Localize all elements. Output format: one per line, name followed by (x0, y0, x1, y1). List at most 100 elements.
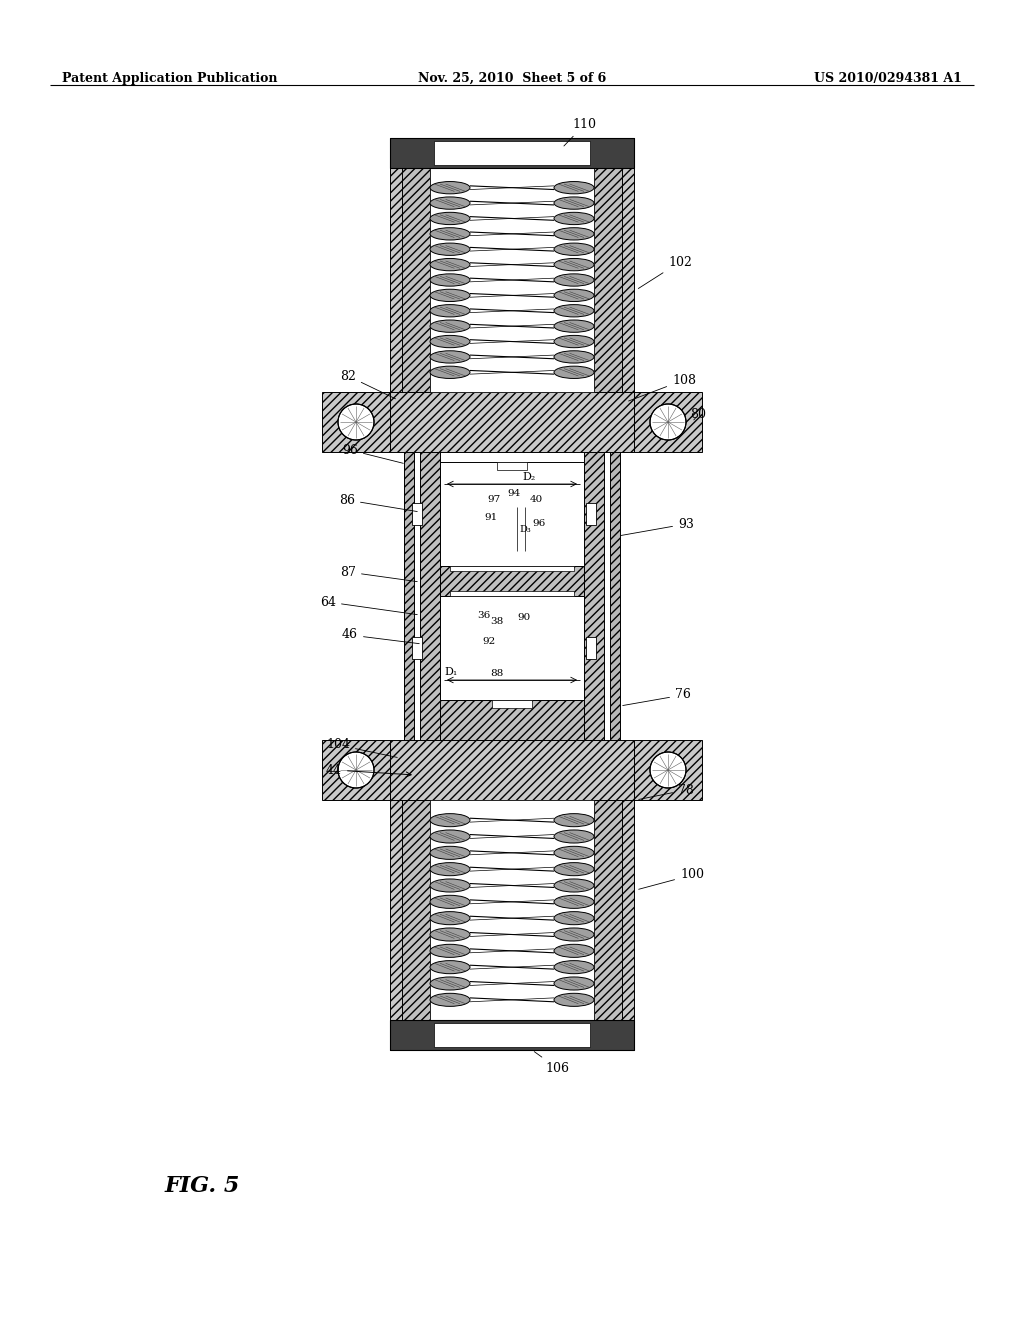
Ellipse shape (430, 227, 470, 240)
Text: D₂: D₂ (522, 473, 536, 482)
Bar (390, 800, 430, 1020)
Ellipse shape (554, 928, 594, 941)
Ellipse shape (554, 879, 594, 892)
Ellipse shape (554, 977, 594, 990)
Text: 36: 36 (477, 611, 490, 620)
Text: Patent Application Publication: Patent Application Publication (62, 73, 278, 84)
Text: D₁: D₁ (444, 667, 458, 677)
Ellipse shape (554, 289, 594, 301)
Ellipse shape (554, 305, 594, 317)
Text: 38: 38 (490, 618, 503, 627)
Text: 110: 110 (564, 119, 596, 147)
Text: 40: 40 (530, 495, 544, 504)
Text: 76: 76 (623, 689, 691, 705)
Bar (594, 1020, 634, 1049)
Bar (322, 392, 390, 451)
Circle shape (650, 404, 686, 440)
Ellipse shape (430, 351, 470, 363)
Ellipse shape (554, 366, 594, 379)
Ellipse shape (430, 305, 470, 317)
Circle shape (338, 404, 374, 440)
Ellipse shape (554, 273, 594, 286)
Bar (404, 451, 414, 741)
Ellipse shape (554, 351, 594, 363)
Bar (390, 392, 634, 451)
Ellipse shape (554, 863, 594, 875)
Text: 90: 90 (517, 614, 530, 623)
Ellipse shape (430, 879, 470, 892)
Bar (450, 566, 574, 572)
Ellipse shape (554, 846, 594, 859)
Ellipse shape (554, 213, 594, 224)
Bar (584, 451, 604, 741)
Bar (412, 638, 422, 659)
Ellipse shape (430, 319, 470, 333)
Ellipse shape (430, 846, 470, 859)
Ellipse shape (430, 830, 470, 843)
Bar (434, 1023, 590, 1047)
Ellipse shape (554, 227, 594, 240)
Ellipse shape (430, 928, 470, 941)
Bar (402, 168, 430, 392)
Circle shape (338, 752, 374, 788)
Bar (594, 168, 622, 392)
Ellipse shape (554, 319, 594, 333)
Text: 96: 96 (532, 520, 545, 528)
Ellipse shape (554, 895, 594, 908)
Ellipse shape (430, 182, 470, 194)
Ellipse shape (554, 993, 594, 1006)
Text: 94: 94 (507, 490, 520, 499)
Ellipse shape (430, 197, 470, 210)
Bar (390, 1020, 430, 1049)
Text: 82: 82 (340, 370, 395, 399)
Ellipse shape (430, 335, 470, 347)
Text: 92: 92 (482, 638, 496, 647)
Ellipse shape (554, 259, 594, 271)
Text: 64: 64 (319, 595, 417, 615)
Ellipse shape (430, 993, 470, 1006)
Ellipse shape (554, 961, 594, 974)
Bar (594, 168, 634, 392)
Ellipse shape (430, 813, 470, 826)
Bar (430, 800, 594, 1020)
Bar (440, 566, 584, 597)
Bar (594, 139, 634, 168)
Text: 91: 91 (484, 513, 498, 523)
Bar (322, 741, 390, 800)
Ellipse shape (554, 335, 594, 347)
Text: 86: 86 (339, 494, 417, 512)
Text: 88: 88 (490, 669, 503, 678)
Ellipse shape (430, 977, 470, 990)
Ellipse shape (430, 366, 470, 379)
Bar (634, 741, 702, 800)
Bar (430, 168, 594, 392)
Bar (440, 462, 584, 566)
Bar (390, 139, 634, 168)
Bar (390, 139, 430, 168)
Ellipse shape (554, 243, 594, 255)
Text: 100: 100 (639, 869, 705, 890)
Ellipse shape (430, 944, 470, 957)
Bar (610, 451, 620, 741)
Bar (420, 451, 440, 741)
Text: 93: 93 (621, 517, 694, 536)
Ellipse shape (430, 259, 470, 271)
Ellipse shape (430, 912, 470, 925)
Ellipse shape (430, 961, 470, 974)
Text: 104: 104 (326, 738, 397, 758)
Bar (402, 800, 430, 1020)
Text: 46: 46 (342, 628, 419, 644)
Ellipse shape (430, 289, 470, 301)
Ellipse shape (554, 944, 594, 957)
Ellipse shape (430, 895, 470, 908)
Text: 106: 106 (535, 1052, 569, 1074)
Bar (594, 800, 622, 1020)
Bar (497, 462, 527, 470)
Text: 102: 102 (638, 256, 692, 289)
Bar (440, 597, 584, 700)
Text: D₃: D₃ (519, 524, 530, 533)
Ellipse shape (554, 182, 594, 194)
Ellipse shape (554, 813, 594, 826)
Text: 96: 96 (342, 444, 403, 463)
Text: 80: 80 (690, 408, 706, 421)
